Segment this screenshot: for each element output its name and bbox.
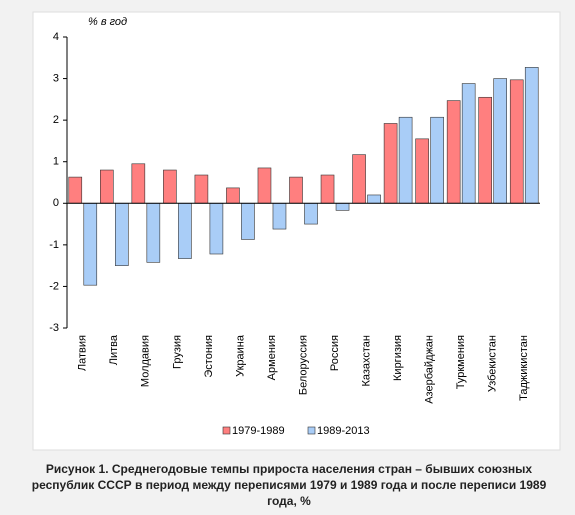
caption-line: Рисунок 1. Среднегодовые темпы прироста … [46,462,533,476]
x-tick-label: Латвия [77,335,89,371]
y-tick-label: 0 [53,197,59,209]
caption-line: республик СССР в период между переписями… [32,478,547,492]
x-tick-label: Армения [266,335,278,380]
bar [430,116,444,204]
x-tick-label: Азербайджан [424,335,436,404]
bar [241,202,255,240]
bar [131,163,146,204]
bar [257,167,272,204]
y-tick-label: -2 [49,280,59,292]
x-tick-label: Узбекистан [487,335,499,392]
bar [178,202,192,259]
bar [209,202,224,255]
y-tick-label: 2 [53,114,59,126]
bar [194,174,209,204]
bar [83,202,98,286]
bar [163,169,177,204]
bar [524,67,539,204]
y-tick-label: 4 [53,31,59,43]
y-tick-label: -3 [49,322,59,334]
x-tick-label: Молдавия [140,335,152,387]
bar [415,138,429,204]
bar [100,169,114,204]
bar [367,194,381,204]
bar [352,154,366,204]
bar [335,202,350,211]
legend-swatch [222,426,231,435]
bar [509,79,524,204]
x-tick-label: Туркмения [455,335,467,389]
x-tick-label: Белоруссия [297,335,309,395]
y-tick-label: -1 [49,239,59,251]
x-tick-label: Казахстан [360,335,372,387]
x-tick-label: Таджикистан [518,335,530,401]
bar [383,123,398,204]
bar [478,96,493,204]
bar [115,202,129,266]
bar [446,100,461,204]
x-tick-label: Украина [234,334,246,377]
bar [146,202,161,263]
bar [272,202,287,230]
bar [461,83,476,204]
x-tick-label: Грузия [171,335,183,369]
y-axis-label: % в год [88,16,127,28]
bar [398,116,413,204]
legend-label: 1979-1989 [232,425,285,437]
x-tick-label: Россия [329,335,341,371]
x-tick-label: Литва [108,334,120,365]
legend-label: 1989-2013 [317,425,370,437]
bar [493,78,508,204]
bar [320,174,335,204]
x-tick-label: Киргизия [392,335,404,381]
bar [289,176,303,204]
bar [304,202,318,225]
y-tick-label: 3 [53,72,59,84]
x-tick-label: Эстония [203,335,215,378]
bar [68,176,83,204]
caption-line: года, % [267,494,311,508]
bar [226,187,240,204]
legend-swatch [307,426,316,435]
y-tick-label: 1 [53,156,59,168]
